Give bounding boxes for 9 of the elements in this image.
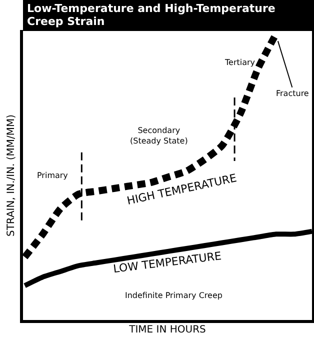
text: LOW TEMPERATURE xyxy=(112,249,222,276)
x-axis-title: TIME IN HOURS xyxy=(128,324,206,336)
chart-title: Low-Temperature and High-Temperature Creep Strain xyxy=(23,0,314,30)
y-axis-title: STRAIN, IN./IN. (MM/MM) xyxy=(6,114,17,237)
annotation: Fracture xyxy=(276,89,309,98)
annotation: Indefinite Primary Creep xyxy=(125,291,222,300)
annotation: Secondary (Steady State) xyxy=(130,126,188,146)
annotation: Primary xyxy=(37,171,68,180)
annotation: Tertiary xyxy=(224,58,256,67)
